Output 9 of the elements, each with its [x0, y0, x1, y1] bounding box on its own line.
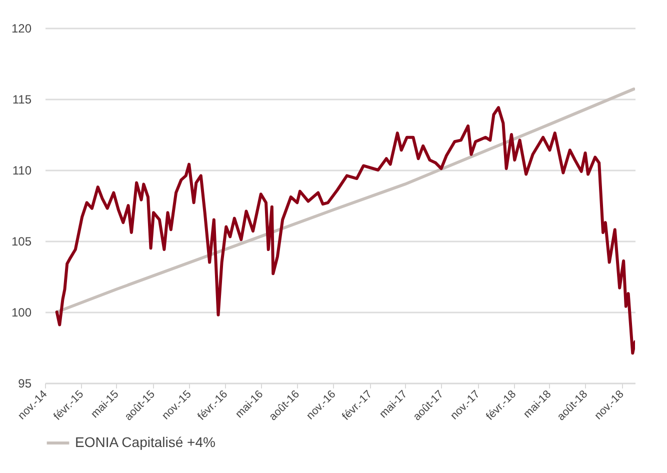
y-tick-label: 100	[11, 306, 32, 320]
y-tick-label: 115	[12, 92, 32, 106]
y-tick-label: 105	[11, 234, 32, 248]
y-tick-label: 95	[18, 376, 32, 390]
line-series	[55, 88, 635, 314]
y-tick-label: 110	[12, 164, 32, 178]
line-series	[55, 106, 635, 355]
y-tick-label: 120	[11, 22, 32, 36]
legend-label: EONIA Capitalisé +4%	[75, 434, 216, 450]
